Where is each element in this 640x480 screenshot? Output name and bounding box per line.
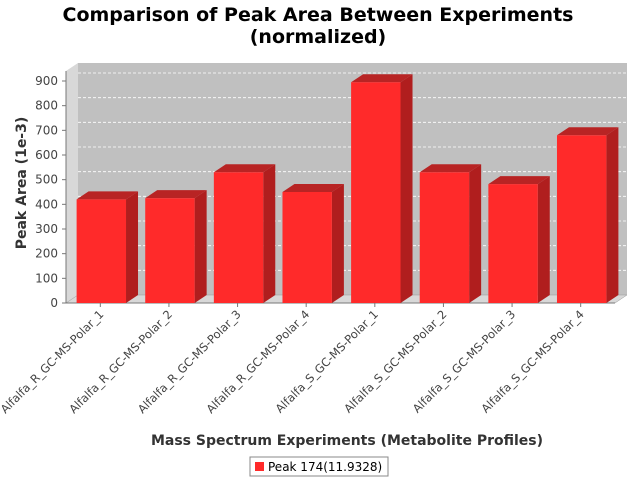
- y-tick-label: 0: [50, 296, 58, 310]
- bar: [351, 74, 413, 303]
- bar-front: [76, 199, 127, 303]
- bar: [556, 127, 619, 304]
- plot-side-wall: [66, 63, 78, 303]
- y-axis: 0 100 200 300 400 500 600 700 800 900: [35, 71, 67, 310]
- bar-front: [556, 135, 607, 303]
- bar: [419, 164, 482, 303]
- y-tick-label: 800: [35, 99, 58, 113]
- bar-top: [145, 190, 207, 199]
- bar-series: [76, 74, 619, 304]
- bar-side: [606, 127, 619, 304]
- chart-title: Comparison of Peak Area Between Experime…: [63, 4, 574, 26]
- bar-side: [537, 176, 550, 303]
- x-axis-label: Mass Spectrum Experiments (Metabolite Pr…: [151, 433, 543, 449]
- bar-top: [213, 164, 276, 173]
- bar: [213, 164, 276, 303]
- bar: [76, 191, 139, 303]
- bar-side: [469, 164, 482, 303]
- bar-front: [351, 82, 401, 303]
- y-tick-label: 400: [35, 197, 58, 211]
- legend-item-label: Peak 174(11.9328): [268, 460, 382, 474]
- y-tick-label: 600: [35, 148, 58, 162]
- bar-top: [488, 176, 550, 185]
- bar-top: [556, 127, 619, 136]
- y-tick-label: 500: [35, 173, 58, 187]
- bar-side: [263, 164, 276, 303]
- y-tick-label: 300: [35, 222, 58, 236]
- bar: [488, 176, 550, 303]
- bar-top: [419, 164, 482, 173]
- legend: Peak 174(11.9328): [249, 456, 389, 477]
- bar-front: [488, 184, 538, 303]
- bar-front: [145, 198, 195, 303]
- legend-box: [249, 456, 389, 477]
- chart-subtitle: (normalized): [250, 26, 387, 48]
- y-tick-label: 900: [35, 74, 58, 88]
- bar-top: [351, 74, 413, 83]
- bar-side: [126, 191, 139, 303]
- bar-side: [331, 184, 344, 303]
- bar-front: [282, 192, 332, 303]
- bar-side: [194, 190, 207, 303]
- y-tick-label: 200: [35, 247, 58, 261]
- bar-front: [213, 172, 264, 303]
- y-axis-label: Peak Area (1e-3): [14, 117, 30, 250]
- y-tick-label: 700: [35, 123, 58, 137]
- legend-swatch: [255, 462, 264, 471]
- bar-top: [282, 184, 344, 192]
- x-axis: Alfalfa_R_GC-MS-Polar_1Alfalfa_R_GC-MS-P…: [0, 303, 587, 416]
- bar-top: [76, 191, 139, 200]
- bar: [145, 190, 207, 303]
- y-tick-label: 100: [35, 271, 58, 285]
- bar-front: [419, 172, 470, 303]
- bar: [282, 184, 344, 303]
- bar-side: [400, 74, 413, 303]
